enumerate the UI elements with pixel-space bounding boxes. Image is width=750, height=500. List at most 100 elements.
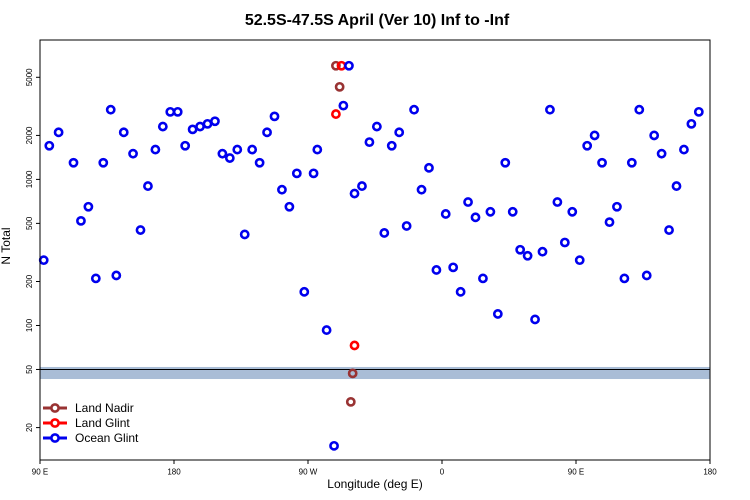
ocean-glint-point xyxy=(143,181,153,191)
ocean-glint-point xyxy=(537,246,548,257)
ocean-glint-point xyxy=(485,206,496,217)
ocean-glint-point xyxy=(321,325,332,335)
ocean-glint-point xyxy=(44,140,55,151)
ocean-glint-point xyxy=(111,270,122,281)
ocean-glint-point xyxy=(379,228,390,238)
ocean-glint-point xyxy=(409,104,419,115)
legend-label-land-glint: Land Glint xyxy=(75,416,130,430)
ocean-glint-point xyxy=(686,118,697,129)
ocean-glint-point xyxy=(157,121,168,132)
ocean-glint-point xyxy=(357,181,367,191)
y-tick-label: 20 xyxy=(25,423,34,432)
ocean-glint-point xyxy=(172,106,183,117)
ocean-glint-point xyxy=(98,157,109,168)
ocean-glint-point xyxy=(187,124,198,135)
ocean-glint-point xyxy=(53,127,64,138)
legend-label-ocean-glint: Ocean Glint xyxy=(75,431,139,445)
ocean-glint-point xyxy=(224,153,235,163)
ocean-glint-point xyxy=(308,168,319,179)
ocean-glint-point xyxy=(619,273,630,284)
ocean-glint-point xyxy=(515,244,526,255)
ocean-glint-point xyxy=(641,270,652,281)
ocean-glint-point xyxy=(626,157,637,168)
ocean-glint-point xyxy=(394,127,405,138)
ocean-glint-point xyxy=(202,118,213,129)
ocean-glint-point xyxy=(105,104,116,115)
legend-label-land-nadir: Land Nadir xyxy=(75,401,134,415)
y-axis-label: N Total xyxy=(0,227,13,264)
ocean-glint-point xyxy=(401,221,412,231)
ocean-glint-point xyxy=(135,225,146,235)
land-glint-point xyxy=(349,340,360,351)
ocean-glint-point xyxy=(589,130,600,141)
ocean-glint-point xyxy=(262,127,272,138)
land-nadir-point xyxy=(345,396,356,407)
plot-frame xyxy=(39,39,711,461)
ocean-glint-point xyxy=(478,273,488,284)
ocean-glint-point xyxy=(597,157,607,168)
ocean-glint-point xyxy=(656,148,667,159)
ocean-glint-point xyxy=(254,157,265,168)
reference-band xyxy=(40,366,710,380)
y-tick-label: 2000 xyxy=(25,126,34,144)
ocean-glint-point xyxy=(210,116,220,127)
band-layer xyxy=(40,366,710,380)
ocean-glint-point xyxy=(567,206,578,217)
x-ticks: 90 E 180 90 W 0 90 E 180 xyxy=(32,460,717,477)
land-glint-point xyxy=(336,60,347,71)
ocean-glint-point xyxy=(507,206,518,217)
y-tick-label: 1000 xyxy=(25,170,34,188)
ocean-glint-point xyxy=(150,144,161,155)
ocean-glint-point xyxy=(338,100,349,111)
ocean-glint-point xyxy=(612,201,622,212)
ocean-glint-point xyxy=(128,148,138,159)
ocean-glint-point xyxy=(455,286,466,297)
ocean-glint-point xyxy=(470,212,481,223)
x-tick-label: 0 xyxy=(440,468,445,477)
ocean-glint-point xyxy=(90,273,101,284)
ocean-glint-point xyxy=(277,184,287,195)
ocean-glint-point xyxy=(559,237,570,248)
x-tick-label: 180 xyxy=(703,468,717,477)
ocean-glint-point xyxy=(217,148,228,159)
ocean-glint-point xyxy=(416,184,427,195)
ocean-glint-point xyxy=(68,157,79,168)
ocean-glint-point xyxy=(463,197,473,207)
land-nadir-point xyxy=(331,60,341,71)
x-axis-label: Longitude (deg E) xyxy=(327,477,422,491)
ocean-glint-point xyxy=(247,144,258,155)
ocean-glint-point xyxy=(500,157,511,168)
ocean-glint-point xyxy=(329,440,339,451)
y-tick-label: 100 xyxy=(25,318,34,332)
ocean-glint-point xyxy=(312,144,323,155)
legend-marker-land-nadir xyxy=(50,403,60,413)
ocean-glint-point xyxy=(195,121,205,132)
ocean-glint-point xyxy=(284,201,295,212)
x-tick-label: 90 E xyxy=(32,468,48,477)
legend-marker-ocean-glint xyxy=(50,433,60,443)
ocean-glint-point xyxy=(671,181,682,191)
ocean-glint-point xyxy=(386,140,397,151)
ocean-glint-point xyxy=(634,104,645,115)
ocean-glint-point xyxy=(582,140,593,151)
ocean-glint-point xyxy=(299,286,310,297)
ocean-glint-point xyxy=(440,209,451,219)
y-ticks: 20 50 100 200 500 1000 2000 5000 xyxy=(25,68,40,432)
ocean-glint-point xyxy=(448,262,459,273)
ocean-glint-point xyxy=(574,255,585,266)
chart-title: 52.5S-47.5S April (Ver 10) Inf to -Inf xyxy=(245,12,510,29)
ocean-glint-point xyxy=(604,217,615,228)
ocean-glint-point xyxy=(269,111,280,122)
ocean-glint-point xyxy=(693,106,704,117)
x-tick-label: 90 E xyxy=(568,468,584,477)
ocean-glint-point xyxy=(344,60,354,71)
land-glint-point xyxy=(331,109,341,119)
ocean-glint-point xyxy=(431,265,442,275)
ocean-glint-point xyxy=(552,197,563,207)
ocean-glint-point xyxy=(371,121,382,132)
y-tick-label: 500 xyxy=(25,216,34,230)
ocean-glint-point xyxy=(424,162,434,173)
ocean-glint-point xyxy=(530,314,540,325)
